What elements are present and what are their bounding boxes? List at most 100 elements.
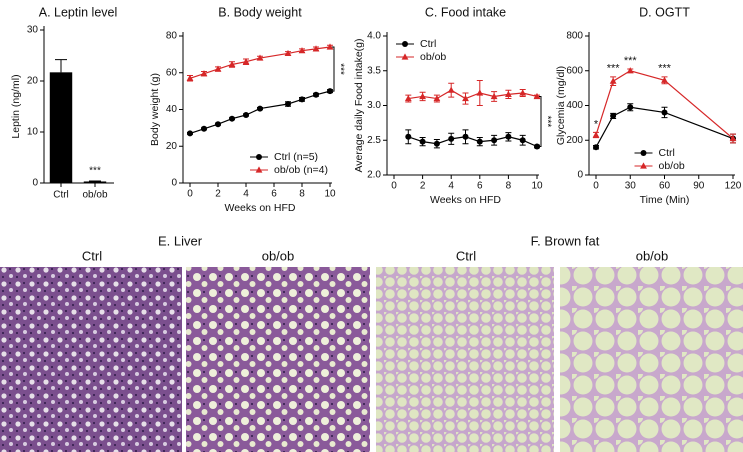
data-point	[419, 92, 426, 100]
series-line	[189, 46, 331, 79]
x-tick-label: 2	[215, 189, 221, 200]
legend-label: ob/ob (n=4)	[274, 164, 328, 176]
data-point	[229, 115, 235, 122]
data-point	[448, 135, 455, 142]
fat-obob-image	[560, 267, 743, 452]
data-point	[505, 90, 512, 97]
data-point	[215, 121, 221, 128]
legend-marker	[640, 150, 647, 156]
data-point	[419, 138, 426, 145]
x-tick-label: 90	[693, 181, 705, 192]
bracket	[539, 95, 542, 148]
x-axis-label: Time (Min)	[640, 194, 690, 206]
data-point	[405, 133, 412, 140]
y-tick-label: 10	[27, 127, 39, 138]
y-tick-label: 4.0	[367, 31, 381, 42]
data-point	[462, 133, 469, 140]
data-point	[519, 137, 526, 144]
data-point	[186, 74, 194, 81]
panel-title: F. Brown fat	[531, 233, 600, 248]
x-tick-label: Ctrl	[53, 190, 69, 201]
data-point	[491, 137, 498, 144]
data-point	[505, 133, 512, 140]
y-tick-label: 0	[171, 178, 177, 189]
legend-label: ob/ob	[659, 160, 685, 172]
y-axis-label: Average daily Food intake(g)	[353, 38, 365, 172]
image-label: ob/ob	[636, 248, 669, 263]
y-tick-label: 60	[166, 67, 178, 78]
x-tick-label: 120	[725, 181, 742, 192]
annotation: ***	[541, 116, 552, 128]
image-label: ob/ob	[262, 248, 295, 263]
x-tick-label: 8	[506, 181, 512, 192]
legend-label: Ctrl	[659, 147, 675, 159]
x-tick-label: 60	[659, 181, 671, 192]
data-point	[187, 130, 193, 137]
data-point	[284, 49, 292, 57]
x-tick-label: 2	[420, 181, 426, 192]
x-tick-label: 10	[324, 189, 336, 200]
x-tick-label: 4	[243, 189, 249, 200]
series-line	[189, 90, 331, 134]
annotation: ***	[89, 166, 101, 177]
data-point	[729, 134, 737, 142]
data-point	[404, 94, 412, 102]
bar	[83, 181, 107, 183]
bracket	[332, 46, 335, 92]
chart-title: A. Leptin level	[39, 5, 118, 19]
x-tick-label: 0	[391, 181, 397, 192]
data-point	[592, 131, 600, 138]
data-point	[285, 100, 291, 107]
annotation: ***	[334, 63, 345, 75]
data-point	[433, 94, 441, 102]
x-tick-label: 6	[271, 189, 277, 200]
legend-marker	[256, 154, 262, 160]
error-bar	[55, 59, 67, 73]
y-tick-label: 0	[577, 170, 583, 181]
image-label: Ctrl	[82, 248, 102, 263]
legend-label: Ctrl	[420, 38, 436, 50]
data-point	[661, 76, 668, 83]
y-tick-label: 0	[32, 178, 38, 189]
legend-label: ob/ob	[420, 51, 446, 63]
y-tick-label: 600	[566, 65, 583, 76]
x-tick-label: 6	[477, 181, 483, 192]
y-tick-label: 200	[566, 135, 583, 146]
chart-title: B. Body weight	[218, 5, 302, 19]
data-point	[519, 89, 527, 96]
x-tick-label: ob/ob	[82, 190, 107, 201]
legend-label: Ctrl (n=5)	[274, 151, 318, 163]
liver-obob-image	[186, 267, 370, 452]
error-bar	[89, 180, 101, 182]
data-point	[447, 86, 455, 93]
data-point	[627, 104, 634, 111]
data-point	[476, 89, 484, 96]
chart-title: D. OGTT	[639, 5, 690, 19]
y-axis-label: Leptin (ng/ml)	[10, 74, 22, 138]
x-tick-label: 30	[625, 181, 637, 192]
data-point	[433, 140, 440, 147]
data-point	[593, 144, 599, 151]
y-tick-label: 800	[566, 31, 583, 42]
y-tick-label: 3.0	[367, 100, 381, 111]
data-point	[610, 112, 617, 119]
y-axis-label: Body weight (g)	[149, 73, 161, 146]
data-point	[476, 138, 483, 145]
data-point	[462, 94, 469, 102]
y-axis-label: Glycemia (mg/dl)	[555, 66, 567, 145]
x-tick-label: 0	[187, 189, 193, 200]
data-point	[327, 88, 333, 95]
data-point	[326, 43, 334, 50]
y-tick-label: 20	[166, 141, 178, 152]
data-point	[299, 96, 305, 103]
data-point	[313, 91, 319, 98]
y-tick-label: 40	[166, 104, 178, 115]
series-line	[408, 136, 538, 148]
fat-ctrl-image	[376, 267, 554, 452]
y-tick-label: 3.5	[367, 65, 381, 76]
histology: E. Liver Ctrl ob/ob F. Brown fat Ctrl ob…	[0, 233, 743, 452]
panel-title: E. Liver	[158, 233, 203, 248]
x-tick-label: 0	[593, 181, 599, 192]
data-point	[312, 45, 320, 52]
x-axis-label: Weeks on HFD	[430, 194, 501, 206]
